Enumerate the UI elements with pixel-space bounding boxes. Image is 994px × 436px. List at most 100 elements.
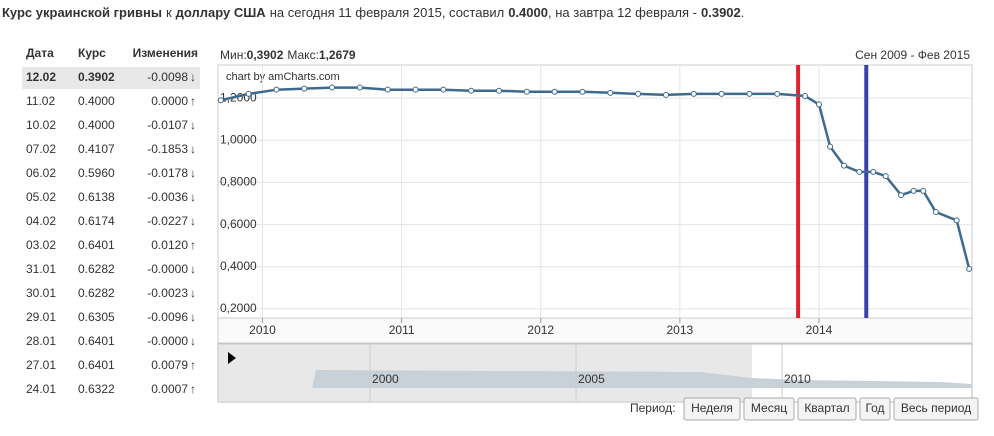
plot-area: [217, 64, 973, 319]
change-cell: 0.0000: [151, 94, 188, 108]
change-cell: -0.0023: [147, 286, 188, 300]
date-cell: 03.02: [26, 238, 56, 252]
max-label: Макс:: [287, 48, 319, 62]
point: [245, 90, 252, 97]
date-cell: 31.01: [26, 262, 56, 276]
range-label: Сен 2009 - Фев 2015: [855, 48, 970, 62]
period-button[interactable]: [743, 397, 795, 421]
table-header: Курс: [78, 46, 106, 60]
point: [966, 265, 973, 272]
y-tick-label: 0,2000: [220, 301, 257, 315]
period-button[interactable]: [683, 397, 741, 421]
trend-arrow: ↓: [190, 142, 196, 156]
rate-cell: 0.3902: [78, 70, 115, 84]
rate-cell: 0.6305: [78, 310, 115, 324]
trend-arrow: ↓: [190, 166, 196, 180]
trend-arrow: ↑: [190, 358, 196, 372]
credit: chart by amCharts.com: [226, 71, 340, 83]
trend-arrow: ↓: [190, 286, 196, 300]
change-cell: 0.0120: [151, 238, 188, 252]
rate-cell: 0.6282: [78, 262, 115, 276]
rate-cell: 0.4000: [78, 94, 115, 108]
change-cell: -0.0096: [147, 310, 188, 324]
point: [662, 91, 669, 98]
rate-cell: 0.5960: [78, 166, 115, 180]
period-button-label[interactable]: Весь период: [901, 401, 971, 415]
rate-cell: 0.6282: [78, 286, 115, 300]
period-button[interactable]: [893, 397, 979, 421]
change-cell: -0.0036: [147, 190, 188, 204]
header-part: .: [741, 5, 745, 20]
min-value: 0,3902: [247, 48, 284, 62]
y-tick-label: 0,8000: [220, 175, 257, 189]
date-cell: 12.02: [26, 70, 56, 84]
y-tick-label: 0,6000: [220, 217, 257, 231]
rate-cell: 0.6322: [78, 382, 115, 396]
play-icon: [228, 352, 236, 364]
trend-arrow: ↓: [190, 214, 196, 228]
change-cell: -0.0000: [147, 262, 188, 276]
point: [827, 143, 834, 150]
point: [898, 192, 905, 199]
rate-cell: 0.6401: [78, 334, 115, 348]
point: [607, 89, 614, 96]
rate-cell: 0.6401: [78, 358, 115, 372]
point: [841, 162, 848, 169]
date-cell: 11.02: [26, 94, 55, 108]
period-button-label[interactable]: Месяц: [751, 401, 787, 415]
date-cell: 24.01: [26, 382, 56, 396]
point: [882, 173, 889, 180]
header: Курс украинской гривны к доллару США на сег…: [2, 5, 744, 20]
date-cell: 05.02: [26, 190, 56, 204]
point: [802, 92, 809, 99]
date-cell: 28.01: [26, 334, 56, 348]
period-button-label[interactable]: Год: [865, 401, 884, 415]
period-button[interactable]: [797, 397, 857, 421]
date-cell: 29.01: [26, 310, 56, 324]
navigator-label: 2005: [578, 372, 605, 386]
navigator-label: 2000: [372, 372, 399, 386]
period-label: Период:: [630, 401, 675, 415]
point: [551, 88, 558, 95]
row-highlight: [22, 67, 200, 89]
point: [932, 208, 939, 215]
rate-cell: 0.4000: [78, 118, 115, 132]
rate-cell: 0.6174: [78, 214, 115, 228]
trend-arrow: ↓: [190, 118, 196, 132]
x-tick-label: 2011: [389, 323, 415, 337]
period-button[interactable]: [859, 397, 891, 421]
point: [690, 90, 697, 97]
navigator-area: [312, 370, 972, 388]
point: [273, 86, 280, 93]
point: [579, 88, 586, 95]
point: [523, 88, 530, 95]
period-button-label[interactable]: Неделя: [691, 401, 733, 415]
point: [774, 90, 781, 97]
max-value: 1,2679: [319, 48, 356, 62]
date-cell: 30.01: [26, 286, 56, 300]
navigator-label: 2010: [784, 372, 811, 386]
change-cell: -0.0000: [147, 334, 188, 348]
date-cell: 07.02: [26, 142, 56, 156]
period-button-label[interactable]: Квартал: [804, 401, 849, 415]
trend-arrow: ↓: [190, 310, 196, 324]
trend-arrow: ↓: [190, 190, 196, 204]
trend-arrow: ↑: [190, 238, 196, 252]
y-tick-label: 1,0000: [220, 132, 257, 146]
trend-arrow: ↑: [190, 94, 196, 108]
header-part: к: [166, 5, 172, 20]
point: [856, 168, 863, 175]
x-tick-label: 2010: [249, 323, 276, 337]
x-axis-band: [217, 317, 973, 344]
change-cell: -0.0098: [147, 70, 188, 84]
change-cell: -0.0178: [147, 166, 188, 180]
date-cell: 06.02: [26, 166, 56, 180]
point: [920, 187, 927, 194]
point: [440, 86, 447, 93]
change-cell: -0.0227: [147, 214, 188, 228]
trend-arrow: ↑: [190, 382, 196, 396]
y-tick-label: 0,4000: [220, 259, 257, 273]
point: [356, 84, 363, 91]
point: [635, 90, 642, 97]
